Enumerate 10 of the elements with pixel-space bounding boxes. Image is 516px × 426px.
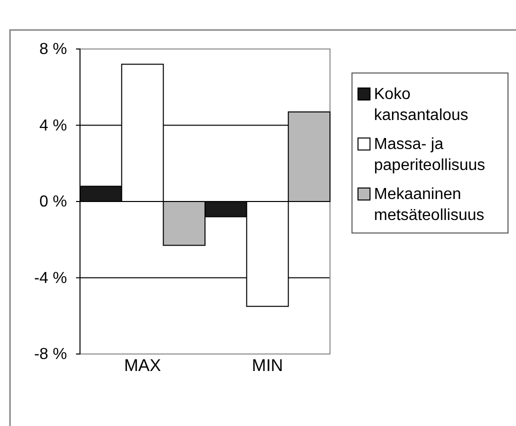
legend-label: Koko kansantalous [374,86,468,124]
x-tick-label: MAX [124,356,161,375]
y-tick-label: 8 % [39,41,67,58]
legend-label: Massa- ja paperiteollisuus [374,136,486,174]
y-tick-label: -4 % [34,270,67,287]
y-tick-label: 0 % [39,194,67,211]
y-tick-label: 4 % [39,117,67,134]
y-tick-label: -8 % [34,346,67,364]
legend-label: Mekaaninen metsäteollisuus [374,186,484,224]
x-tick-label: MIN [252,356,284,375]
